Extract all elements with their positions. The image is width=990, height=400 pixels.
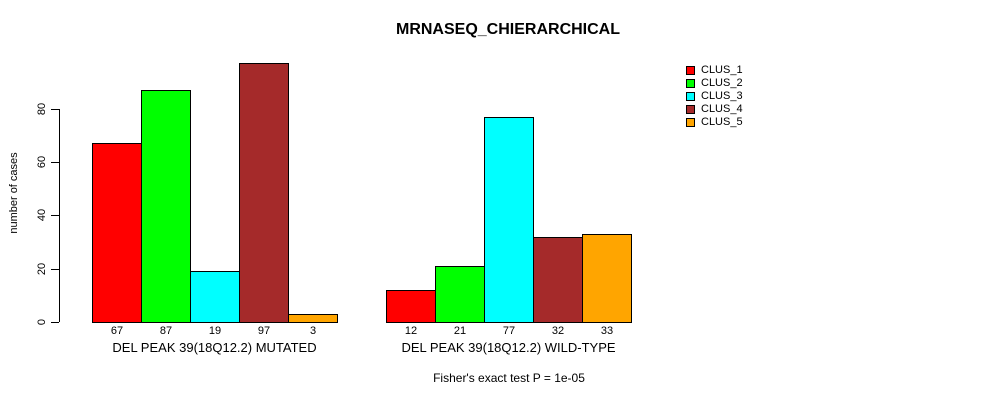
bar-value-label: 12 [404, 325, 418, 337]
bar-value-label: 3 [309, 325, 317, 337]
legend-label: CLUS_2 [701, 77, 743, 89]
annotation-text: Fisher's exact test P = 1e-05 [433, 371, 585, 385]
legend-swatch-icon [686, 79, 695, 88]
legend-item-clus_2: CLUS_2 [686, 77, 743, 90]
bar-clus_1-group2 [386, 290, 436, 323]
bar-clus_2-group2 [435, 266, 485, 323]
legend-item-clus_5: CLUS_5 [686, 116, 743, 129]
bar-clus_3-group2 [484, 116, 534, 323]
bar-value-label: 87 [159, 325, 173, 337]
legend-swatch-icon [686, 66, 695, 75]
legend-item-clus_3: CLUS_3 [686, 90, 743, 103]
y-axis-tick-label: 0 [36, 318, 48, 326]
bar-clus_5-group2 [582, 234, 632, 323]
y-axis-tick-label: 60 [36, 155, 48, 169]
group-label-2: DEL PEAK 39(18Q12.2) WILD-TYPE [401, 340, 616, 355]
y-axis-tick [51, 215, 59, 217]
bar-value-label: 33 [600, 325, 614, 337]
bar-value-label: 77 [502, 325, 516, 337]
y-axis-line [59, 108, 60, 322]
y-axis-tick [51, 161, 59, 163]
bar-value-label: 19 [208, 325, 222, 337]
y-axis-tick-label: 40 [36, 209, 48, 222]
legend-label: CLUS_1 [701, 64, 743, 76]
legend-swatch-icon [686, 92, 695, 101]
bar-clus_4-group2 [533, 236, 583, 323]
y-axis-tick-label: 20 [36, 262, 48, 275]
legend-swatch-icon [686, 105, 695, 114]
bar-value-label: 32 [551, 325, 565, 337]
bar-clus_3-group1 [190, 271, 240, 323]
legend-label: CLUS_4 [701, 103, 743, 115]
legend-label: CLUS_3 [701, 90, 743, 102]
y-axis-tick [51, 322, 59, 323]
y-axis-label: number of cases [8, 152, 20, 234]
bar-value-label: 67 [110, 325, 124, 337]
legend-label: CLUS_5 [701, 116, 743, 128]
bar-clus_5-group1 [288, 314, 338, 323]
legend-swatch-icon [686, 118, 695, 127]
legend-item-clus_1: CLUS_1 [686, 64, 743, 77]
legend: CLUS_1 CLUS_2 CLUS_3 CLUS_4 CLUS_5 [686, 64, 743, 129]
y-axis-tick [51, 108, 59, 110]
bar-clus_4-group1 [239, 63, 289, 323]
y-axis-tick-label: 80 [36, 102, 48, 115]
bar-value-label: 21 [453, 325, 467, 337]
y-axis-tick [51, 268, 59, 270]
chart-title: MRNASEQ_CHIERARCHICAL [395, 21, 621, 38]
bar-clus_2-group1 [141, 89, 191, 323]
group-label-1: DEL PEAK 39(18Q12.2) MUTATED [112, 340, 317, 355]
bar-value-label: 97 [257, 325, 271, 337]
bar-clus_1-group1 [92, 143, 142, 323]
legend-item-clus_4: CLUS_4 [686, 103, 743, 116]
